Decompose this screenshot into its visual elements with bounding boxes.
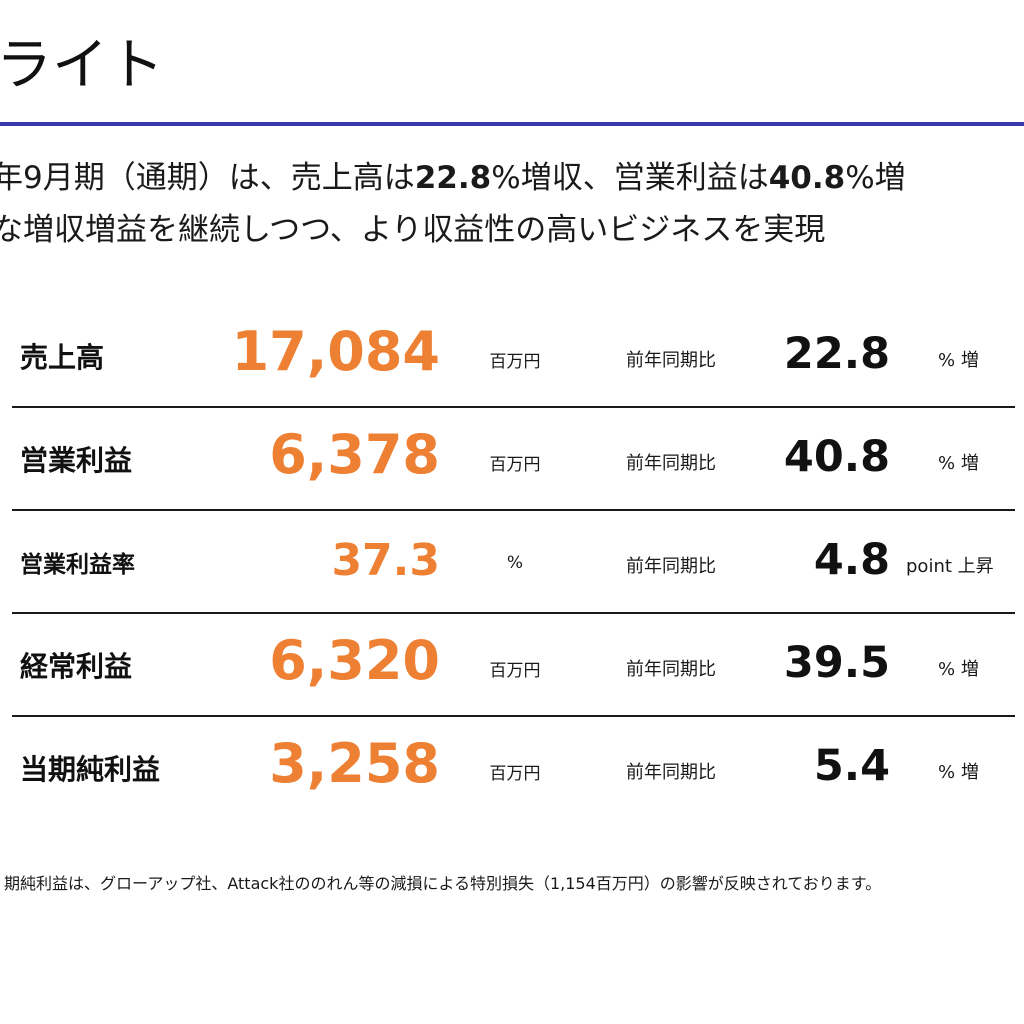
footnote: 期純利益は、グローアップ社、Attack社ののれん等の減損による特別損失（1,1… (4, 874, 882, 893)
summary-op-growth: 40.8 (768, 160, 846, 196)
kpi-compare-label: 前年同期比 (626, 453, 716, 474)
summary-line-2: な増収増益を継続しつつ、より収益性の高いビジネスを実現 (0, 212, 826, 248)
kpi-value: 6,378 (269, 423, 440, 486)
kpi-row-sales: 売上高 17,084 百万円 前年同期比 22.8 % 増 (0, 303, 1024, 406)
kpi-value: 6,320 (269, 629, 440, 692)
summary-text: %増 (845, 160, 906, 196)
kpi-compare-label: 前年同期比 (626, 659, 716, 680)
kpi-compare-label: 前年同期比 (626, 762, 716, 783)
kpi-row-ordinary-profit: 経常利益 6,320 百万円 前年同期比 39.5 % 増 (0, 612, 1024, 715)
row-divider (12, 715, 1015, 717)
kpi-unit: 百万円 (489, 455, 541, 475)
kpi-change-suffix: point 上昇 (906, 556, 994, 577)
kpi-unit: % (506, 553, 524, 573)
kpi-change-suffix: % 増 (938, 453, 979, 474)
kpi-label: 当期純利益 (20, 753, 161, 786)
kpi-row-operating-profit: 営業利益 6,378 百万円 前年同期比 40.8 % 増 (0, 406, 1024, 509)
page-title: ライト (0, 33, 164, 98)
kpi-change-suffix: % 増 (938, 350, 979, 371)
kpi-value: 17,084 (231, 320, 440, 383)
kpi-change-suffix: % 増 (938, 659, 979, 680)
kpi-change-value: 4.8 (813, 535, 890, 585)
kpi-label: 営業利益 (20, 444, 133, 477)
row-divider (12, 509, 1015, 511)
kpi-unit: 百万円 (489, 764, 541, 784)
kpi-change-value: 22.8 (783, 329, 890, 379)
kpi-value: 37.3 (331, 535, 440, 586)
row-divider (12, 406, 1015, 408)
kpi-unit: 百万円 (489, 352, 541, 372)
kpi-label: 経常利益 (20, 650, 133, 683)
kpi-row-net-income: 当期純利益 3,258 百万円 前年同期比 5.4 % 増 (0, 715, 1024, 818)
kpi-change-value: 39.5 (783, 638, 890, 688)
kpi-change-suffix: % 増 (938, 762, 979, 783)
kpi-compare-label: 前年同期比 (626, 350, 716, 371)
kpi-row-operating-margin: 営業利益率 37.3 % 前年同期比 4.8 point 上昇 (0, 509, 1024, 612)
kpi-value: 3,258 (269, 732, 440, 795)
kpi-change-value: 5.4 (813, 741, 890, 791)
title-underline (0, 122, 1024, 126)
summary-text: %増収、営業利益は (491, 160, 769, 196)
kpi-unit: 百万円 (489, 661, 541, 681)
kpi-label: 売上高 (20, 341, 105, 374)
kpi-change-value: 40.8 (783, 432, 890, 482)
summary-text: 年9月期（通期）は、売上高は (0, 160, 415, 196)
summary-sales-growth: 22.8 (414, 160, 492, 196)
kpi-compare-label: 前年同期比 (626, 556, 716, 577)
summary-line-1: 年9月期（通期）は、売上高は22.8%増収、営業利益は40.8%増 (0, 163, 906, 194)
row-divider (12, 612, 1015, 614)
kpi-label: 営業利益率 (20, 552, 135, 578)
